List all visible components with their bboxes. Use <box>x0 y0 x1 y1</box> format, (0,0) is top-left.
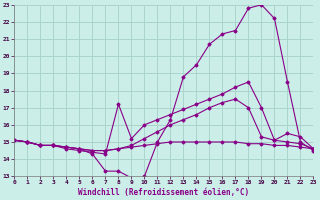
X-axis label: Windchill (Refroidissement éolien,°C): Windchill (Refroidissement éolien,°C) <box>78 188 250 197</box>
